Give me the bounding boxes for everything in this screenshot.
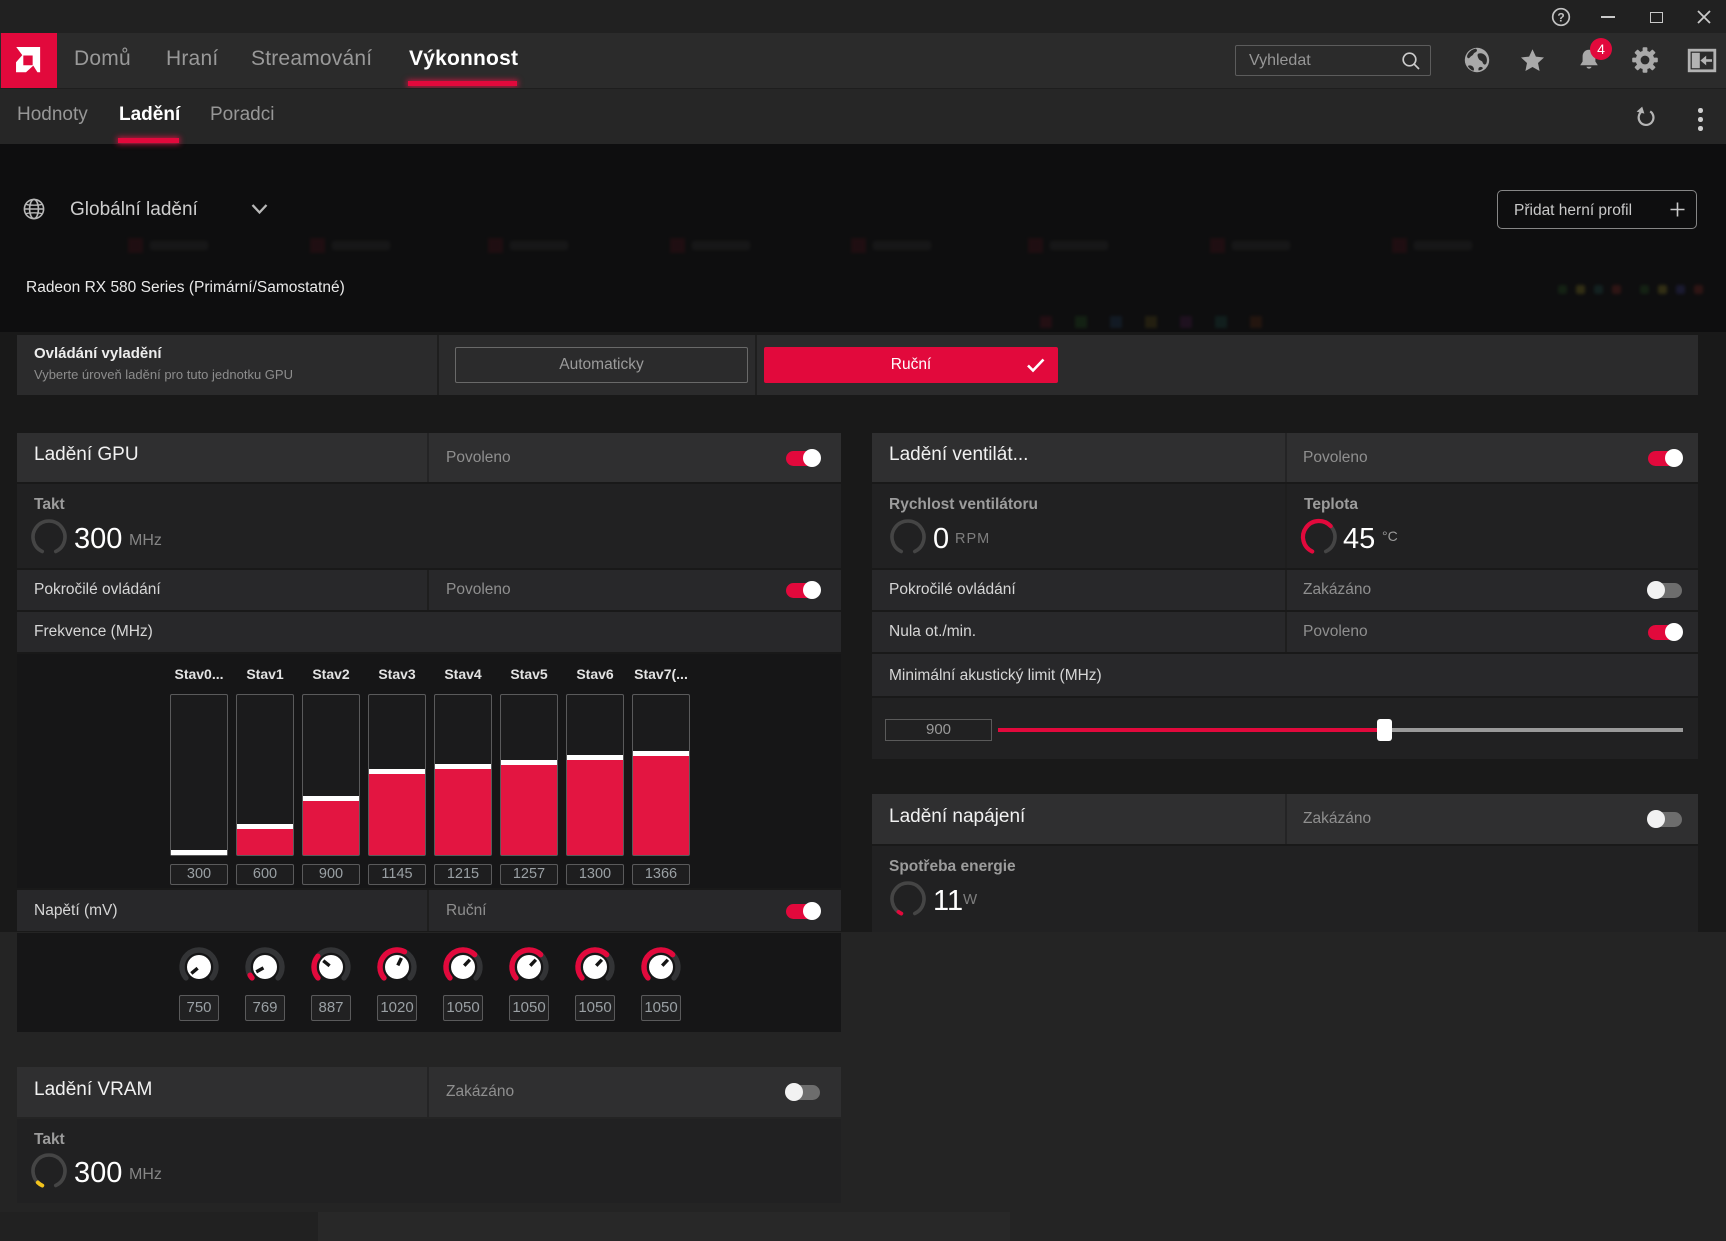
svg-text:?: ? [1557, 10, 1564, 24]
